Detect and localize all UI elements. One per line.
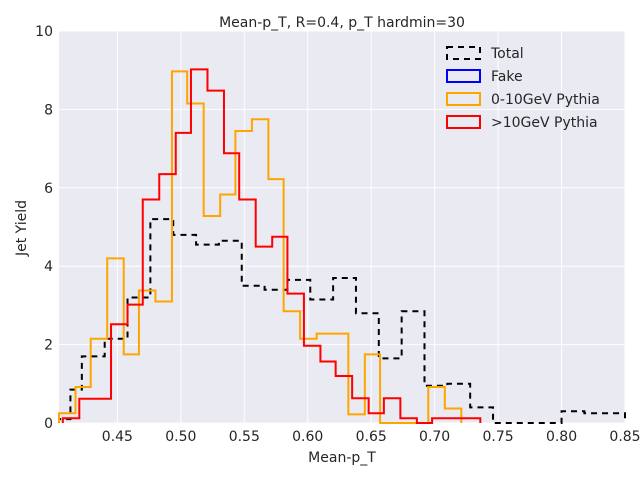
y-tick-label: 6 xyxy=(44,181,53,197)
y-tick-label: 4 xyxy=(44,259,53,275)
legend-label-total: Total xyxy=(490,46,524,62)
x-axis-label: Mean-p_T xyxy=(308,450,376,466)
series-0-10gev-pythia-step xyxy=(58,70,463,424)
y-axis-label: Jet Yield xyxy=(14,200,30,257)
legend-swatch-10gev-pythia xyxy=(446,115,481,129)
grid xyxy=(59,30,626,424)
x-tick-labels: 0.45 0.50 0.55 0.60 0.65 0.70 0.75 0.80 0.85 xyxy=(102,429,640,445)
y-tick-label: 2 xyxy=(44,338,53,354)
x-tick-label: 0.45 xyxy=(102,429,133,445)
legend-swatch-0-10gev-pythia xyxy=(446,92,481,106)
chart-title: Mean-p_T, R=0.4, p_T hardmin=30 xyxy=(219,15,465,31)
x-tick-label: 0.75 xyxy=(483,429,514,445)
x-tick-label: 0.60 xyxy=(292,429,323,445)
legend: Total Fake 0-10GeV Pythia >10GeV Pythia xyxy=(446,46,600,131)
legend-label-10gev-pythia: >10GeV Pythia xyxy=(491,115,598,131)
y-tick-labels: 0 2 4 6 8 10 xyxy=(35,24,53,432)
legend-swatch-total xyxy=(446,46,481,60)
legend-label-fake: Fake xyxy=(491,69,523,85)
x-tick-label: 0.85 xyxy=(609,429,640,445)
legend-swatch-fake xyxy=(446,69,481,83)
series-layer xyxy=(58,68,626,424)
x-tick-label: 0.80 xyxy=(546,429,577,445)
x-tick-label: 0.50 xyxy=(165,429,196,445)
x-tick-label: 0.55 xyxy=(229,429,260,445)
series-10gev-pythia-step xyxy=(61,68,482,424)
x-tick-label: 0.65 xyxy=(356,429,387,445)
y-tick-label: 0 xyxy=(44,416,53,432)
x-tick-label: 0.70 xyxy=(419,429,450,445)
y-tick-label: 8 xyxy=(44,102,53,118)
plot-background xyxy=(59,31,625,423)
y-tick-label: 10 xyxy=(35,24,53,40)
legend-label-0-10gev-pythia: 0-10GeV Pythia xyxy=(491,92,600,108)
